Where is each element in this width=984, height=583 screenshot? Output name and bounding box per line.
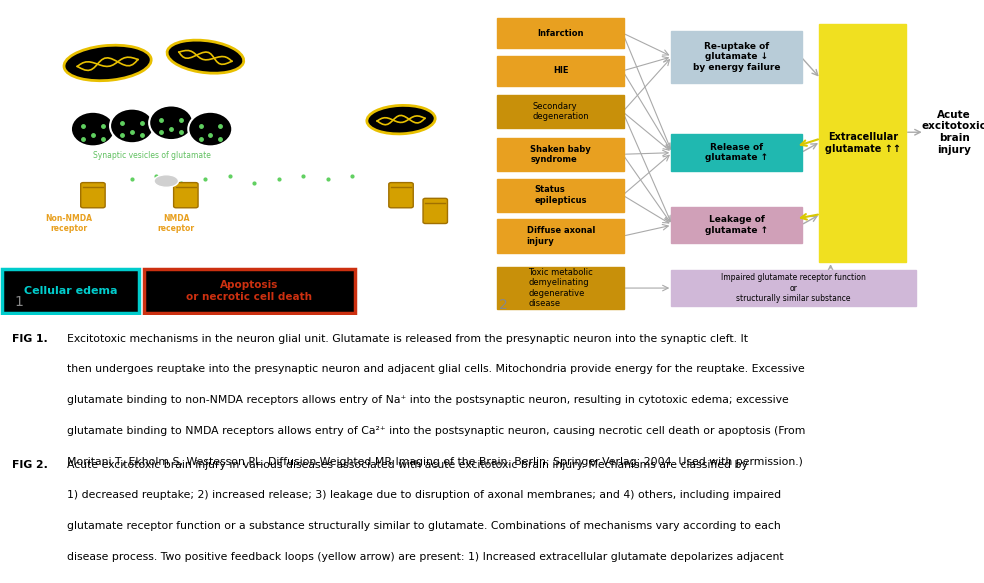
FancyBboxPatch shape bbox=[2, 269, 140, 313]
Text: Impaired glutamate receptor function
or
structurally similar substance: Impaired glutamate receptor function or … bbox=[721, 273, 866, 303]
Text: Re-uptake: Re-uptake bbox=[164, 156, 208, 165]
Text: Re-uptake of
glutamate ↓
by energy failure: Re-uptake of glutamate ↓ by energy failu… bbox=[693, 42, 780, 72]
Text: Diffuse axonal
injury: Diffuse axonal injury bbox=[526, 226, 595, 246]
Text: Infarction: Infarction bbox=[537, 29, 584, 37]
Text: FIG 1.: FIG 1. bbox=[12, 333, 47, 343]
Ellipse shape bbox=[64, 45, 152, 80]
Ellipse shape bbox=[110, 108, 154, 143]
Text: Leakage of
glutamate ↑: Leakage of glutamate ↑ bbox=[705, 215, 769, 235]
Text: FIG 2.: FIG 2. bbox=[12, 459, 47, 470]
Text: glutamate binding to non-NMDA receptors allows entry of Na⁺ into the postsynapti: glutamate binding to non-NMDA receptors … bbox=[67, 395, 788, 405]
Text: then undergoes reuptake into the presynaptic neuron and adjacent glial cells. Mi: then undergoes reuptake into the presyna… bbox=[67, 364, 805, 374]
Text: Toxic metabolic
demyelinating
degenerative
disease: Toxic metabolic demyelinating degenerati… bbox=[528, 268, 593, 308]
Ellipse shape bbox=[154, 175, 178, 187]
Text: NMDA
receptor: NMDA receptor bbox=[157, 214, 195, 233]
FancyBboxPatch shape bbox=[498, 18, 624, 48]
FancyBboxPatch shape bbox=[498, 219, 624, 253]
Ellipse shape bbox=[367, 106, 435, 134]
Text: Release of
glutamate ↑: Release of glutamate ↑ bbox=[705, 143, 769, 163]
Text: Release: Release bbox=[69, 156, 102, 165]
FancyBboxPatch shape bbox=[173, 182, 198, 208]
FancyBboxPatch shape bbox=[498, 138, 624, 171]
FancyBboxPatch shape bbox=[820, 24, 906, 262]
FancyBboxPatch shape bbox=[671, 30, 802, 83]
Ellipse shape bbox=[188, 112, 232, 146]
Text: Excitotoxic mechanisms in the neuron glial unit. Glutamate is released from the : Excitotoxic mechanisms in the neuron gli… bbox=[67, 333, 748, 343]
Text: Cellular edema: Cellular edema bbox=[25, 286, 118, 296]
Text: Synaptic vesicles of glutamate: Synaptic vesicles of glutamate bbox=[92, 151, 211, 160]
Text: 1) decreased reuptake; 2) increased release; 3) leakage due to disruption of axo: 1) decreased reuptake; 2) increased rele… bbox=[67, 490, 781, 500]
FancyBboxPatch shape bbox=[671, 270, 916, 306]
Text: Apoptosis
or necrotic cell death: Apoptosis or necrotic cell death bbox=[186, 280, 312, 302]
Text: Non-NMDA
receptor: Non-NMDA receptor bbox=[45, 214, 92, 233]
Text: Pre-synaptic neuron: Pre-synaptic neuron bbox=[104, 9, 238, 22]
Text: Na⁺: Na⁺ bbox=[60, 245, 77, 255]
Text: disease process. Two positive feedback loops (yellow arrow) are present: 1) Incr: disease process. Two positive feedback l… bbox=[67, 552, 783, 562]
FancyBboxPatch shape bbox=[498, 95, 624, 128]
FancyBboxPatch shape bbox=[423, 198, 448, 223]
FancyBboxPatch shape bbox=[671, 135, 802, 171]
FancyBboxPatch shape bbox=[498, 266, 624, 310]
Text: Acute
excitotoxic
brain
injury: Acute excitotoxic brain injury bbox=[922, 110, 984, 154]
Text: Post-synaptic
neuron: Post-synaptic neuron bbox=[268, 211, 319, 230]
FancyBboxPatch shape bbox=[81, 182, 105, 208]
Text: Re-uptake: Re-uptake bbox=[345, 157, 388, 166]
FancyBboxPatch shape bbox=[145, 269, 354, 313]
FancyBboxPatch shape bbox=[498, 178, 624, 212]
Text: glutamate binding to NMDA receptors allows entry of Ca²⁺ into the postsynaptic n: glutamate binding to NMDA receptors allo… bbox=[67, 426, 805, 436]
Text: Glial cells: Glial cells bbox=[369, 9, 433, 22]
Text: Shaken baby
syndrome: Shaken baby syndrome bbox=[530, 145, 591, 164]
Ellipse shape bbox=[71, 112, 115, 146]
Text: Extracellular
glutamate ↑↑: Extracellular glutamate ↑↑ bbox=[825, 132, 900, 154]
Ellipse shape bbox=[167, 40, 244, 73]
Ellipse shape bbox=[150, 106, 193, 140]
Text: glutamate receptor function or a substance structurally similar to glutamate. Co: glutamate receptor function or a substan… bbox=[67, 521, 780, 531]
FancyBboxPatch shape bbox=[923, 37, 984, 227]
FancyBboxPatch shape bbox=[671, 207, 802, 243]
Text: Secondary
degeneration: Secondary degeneration bbox=[532, 102, 589, 121]
Text: Ca²⁺: Ca²⁺ bbox=[166, 245, 186, 255]
FancyBboxPatch shape bbox=[389, 182, 413, 208]
Text: HIE: HIE bbox=[553, 66, 569, 75]
FancyBboxPatch shape bbox=[498, 56, 624, 86]
Text: 2: 2 bbox=[499, 298, 508, 312]
Text: Status
epilepticus: Status epilepticus bbox=[534, 185, 587, 205]
Text: Moritani T, Ekholm S, Westesson PL. Diffusion-Weighted MR Imaging of the Brain. : Moritani T, Ekholm S, Westesson PL. Diff… bbox=[67, 457, 803, 467]
Text: 1: 1 bbox=[15, 295, 24, 309]
Text: Acute excitotoxic brain injury in various diseases associated with acute excitot: Acute excitotoxic brain injury in variou… bbox=[67, 459, 748, 470]
